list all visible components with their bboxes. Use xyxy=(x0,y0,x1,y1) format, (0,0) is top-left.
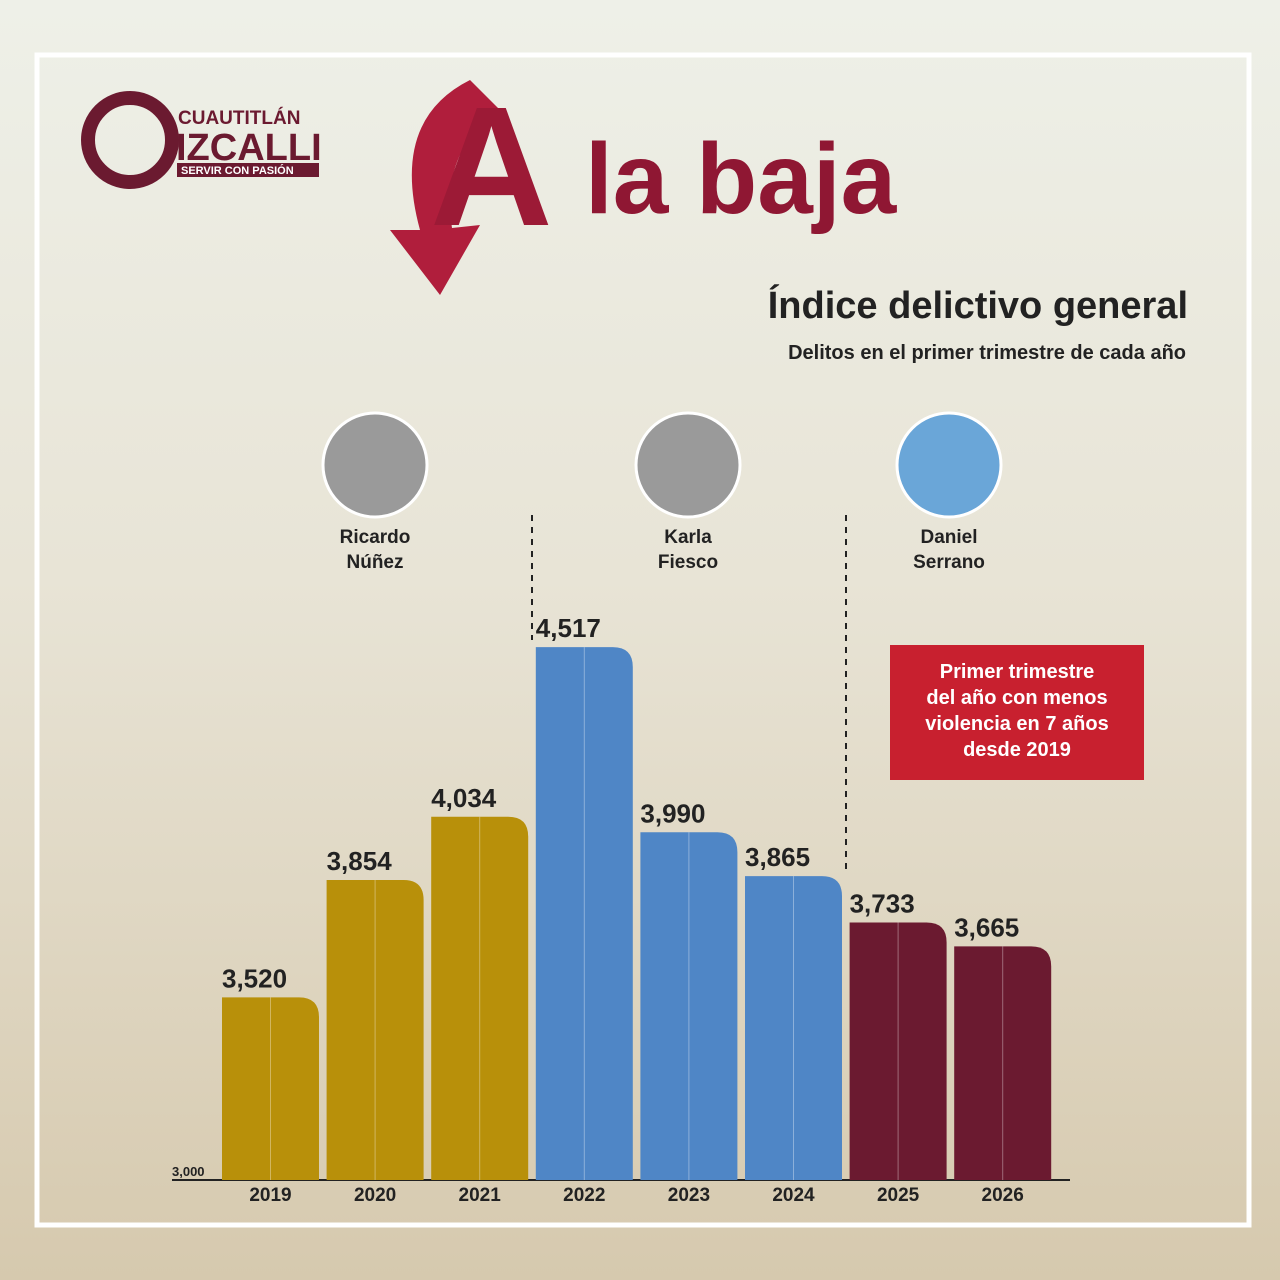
portrait xyxy=(321,411,429,519)
logo-top: CUAUTITLÁN xyxy=(178,107,300,129)
x-tick-label: 2019 xyxy=(249,1185,291,1206)
value-label: 3,733 xyxy=(850,889,915,919)
logo-band xyxy=(177,163,319,177)
bar xyxy=(954,946,1052,1180)
logo-main: IZCALLI xyxy=(176,127,322,169)
bar xyxy=(326,880,424,1180)
value-label: 4,517 xyxy=(536,613,601,643)
frame xyxy=(34,52,1252,1228)
bar xyxy=(535,647,633,1180)
callout-text: violencia en 7 años xyxy=(925,713,1108,735)
x-tick-label: 2020 xyxy=(354,1185,396,1206)
headline-arrow xyxy=(390,80,500,295)
portrait xyxy=(634,411,742,519)
x-tick-label: 2024 xyxy=(772,1185,815,1206)
value-label: 3,665 xyxy=(954,912,1019,942)
portrait xyxy=(895,411,1003,519)
admin-name: Serrano xyxy=(913,552,985,573)
logo: CUAUTITLÁN IZCALLI SERVIR CON PASIÓN xyxy=(81,91,322,189)
callout-box xyxy=(890,645,1144,780)
value-label: 3,865 xyxy=(745,842,810,872)
x-tick-label: 2025 xyxy=(877,1185,920,1206)
bar xyxy=(222,997,319,1180)
x-tick-label: 2021 xyxy=(459,1185,502,1206)
callout-text: del año con menos xyxy=(926,687,1107,709)
admin-name: Karla xyxy=(664,527,712,548)
value-label: 3,990 xyxy=(640,798,705,828)
admin-name: Ricardo xyxy=(340,527,411,548)
bar xyxy=(431,816,529,1180)
value-label: 3,854 xyxy=(327,846,393,876)
callout-text: desde 2019 xyxy=(963,739,1071,761)
admin-name: Fiesco xyxy=(658,552,718,573)
callout-text: Primer trimestre xyxy=(940,661,1095,683)
bar xyxy=(640,832,738,1180)
logo-mark xyxy=(81,91,179,189)
x-tick-label: 2023 xyxy=(668,1185,710,1206)
bar xyxy=(849,922,947,1180)
y-tick-label: 3,000 xyxy=(172,1164,205,1179)
logo-tagline: SERVIR CON PASIÓN xyxy=(181,164,294,177)
value-label: 3,520 xyxy=(222,963,287,993)
x-tick-label: 2026 xyxy=(982,1185,1024,1206)
headline-letter: A xyxy=(430,72,553,262)
chart-title: Índice delictivo general xyxy=(768,283,1188,327)
admin-name: Núñez xyxy=(347,552,404,573)
chart-subtitle: Delitos en el primer trimestre de cada a… xyxy=(788,342,1186,364)
bar xyxy=(745,876,842,1180)
value-label: 4,034 xyxy=(431,783,497,813)
headline: la baja xyxy=(585,123,898,235)
admin-name: Daniel xyxy=(920,527,977,548)
x-tick-label: 2022 xyxy=(563,1185,605,1206)
